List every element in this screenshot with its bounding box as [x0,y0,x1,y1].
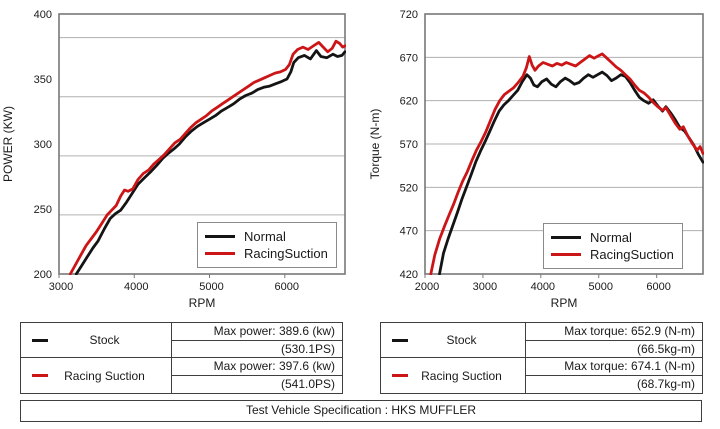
racing-line-swatch [32,374,48,377]
max-torque-value: Max torque: 674.1 (N-m) [525,358,702,376]
power-chart-container: 400 350 300 250 200 3000 4000 5000 6000 RPM POWER … [0,0,360,314]
svg-text:250: 250 [34,204,52,216]
svg-text:6000: 6000 [646,281,670,293]
max-power-ps-value: (530.1PS) [171,340,342,358]
power-chart-legend: Normal RacingSuction [197,222,337,268]
racing-line-swatch [205,252,235,255]
svg-text:350: 350 [34,74,52,86]
svg-text:3000: 3000 [49,281,73,293]
legend-item-label: Normal [244,229,286,244]
legend-item-label: Normal [590,230,632,245]
max-power-value: Max power: 389.6 (kw) [171,323,342,341]
torque-chart-legend: Normal RacingSuction [543,223,683,269]
svg-text:300: 300 [34,139,52,151]
normal-line-swatch [551,236,581,239]
max-power-ps-value: (541.0PS) [171,375,342,393]
test-vehicle-spec-bar: Test Vehicle Specification : HKS MUFFLER [20,400,702,422]
legend-item: Normal [205,228,329,245]
svg-text:670: 670 [400,52,418,64]
legend-item: Normal [551,229,675,246]
svg-text:RPM: RPM [551,296,578,310]
series-name: Racing Suction [421,368,502,383]
table-row: Racing Suction [21,358,171,393]
svg-text:5000: 5000 [589,281,613,293]
svg-text:POWER (KW): POWER (KW) [1,106,15,182]
legend-item-label: RacingSuction [590,247,674,262]
series-name: Racing Suction [64,368,145,383]
svg-text:Torque (N-m): Torque (N-m) [368,109,382,180]
max-power-table: Stock Max power: 389.6 (kw) (530.1PS) Ra… [20,322,343,394]
max-torque-table: Stock Max torque: 652.9 (N-m) (66.5kg-m)… [380,322,703,394]
max-torque-kgm-value: (66.5kg-m) [525,340,702,358]
svg-text:420: 420 [400,269,418,281]
max-power-value: Max power: 397.6 (kw) [171,358,342,376]
svg-text:720: 720 [400,9,418,21]
svg-text:RPM: RPM [189,296,216,310]
svg-text:400: 400 [34,9,52,21]
svg-text:200: 200 [34,269,52,281]
svg-text:520: 520 [400,182,418,194]
svg-text:6000: 6000 [275,281,299,293]
max-torque-kgm-value: (68.7kg-m) [525,375,702,393]
legend-item-label: RacingSuction [244,246,328,261]
svg-text:620: 620 [400,96,418,108]
svg-text:470: 470 [400,226,418,238]
svg-text:5000: 5000 [199,281,223,293]
legend-item: RacingSuction [205,245,329,262]
normal-line-swatch [32,338,48,342]
max-torque-value: Max torque: 652.9 (N-m) [525,323,702,341]
svg-text:570: 570 [400,139,418,151]
table-row: Stock [381,323,525,358]
table-row: Stock [21,323,171,358]
normal-line-swatch [392,338,408,342]
svg-text:2000: 2000 [415,281,439,293]
torque-chart-container: 720 670 620 570 520 470 420 2000 3000 4000 5000 600… [360,0,720,314]
racing-line-swatch [551,253,581,256]
svg-text:4000: 4000 [531,281,555,293]
racing-line-swatch [392,374,408,377]
legend-item: RacingSuction [551,246,675,263]
series-name: Stock [446,333,477,347]
table-row: Racing Suction [381,358,525,393]
svg-text:4000: 4000 [124,281,148,293]
normal-line-swatch [205,235,235,238]
series-name: Stock [89,333,120,347]
svg-text:3000: 3000 [473,281,497,293]
